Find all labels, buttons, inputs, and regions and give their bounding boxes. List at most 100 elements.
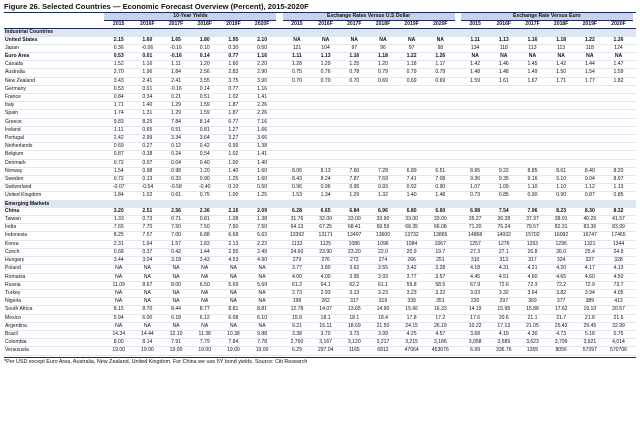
cell-value bbox=[425, 93, 455, 103]
cell-value bbox=[575, 150, 605, 160]
cell-value: 14.07 bbox=[311, 305, 340, 315]
cell-gap bbox=[454, 305, 461, 315]
cell-value: -0.16 bbox=[161, 44, 191, 54]
cell-value: 0.69 bbox=[104, 142, 134, 152]
cell-value bbox=[604, 93, 633, 103]
cell-gap bbox=[276, 85, 283, 95]
cell-value: 1.74 bbox=[104, 109, 134, 119]
cell-value: 1.33 bbox=[104, 215, 134, 225]
cell-value: 7.78 bbox=[247, 338, 277, 348]
cell-gap bbox=[632, 305, 636, 315]
cell-value: 8.81 bbox=[247, 305, 277, 315]
cell-value: 0.87 bbox=[575, 191, 605, 201]
cell-value: 96 bbox=[368, 44, 398, 54]
cell-gap bbox=[632, 330, 636, 340]
cell-value: 0.36 bbox=[104, 44, 134, 54]
cell-value: 0.99 bbox=[219, 142, 248, 152]
cell-gap bbox=[454, 134, 461, 144]
country-name: Spain bbox=[4, 109, 105, 119]
cell-gap bbox=[632, 167, 636, 177]
cell-value: 279 bbox=[282, 256, 312, 266]
cell-value: 2.99 bbox=[133, 134, 162, 144]
cell-value: 1.13 bbox=[489, 36, 519, 45]
cell-value: 0.01 bbox=[133, 52, 162, 62]
cell-value: 0.53 bbox=[104, 85, 134, 95]
country-row: Nigeria NA NA NA NA NA NA 198 262 317 319 339 351 220… bbox=[4, 297, 636, 307]
cell-value bbox=[460, 101, 490, 111]
table-body: Industrial Countries United States 2.15 1.6… bbox=[4, 28, 636, 356]
cell-value: 7.70 bbox=[133, 223, 162, 233]
country-name: South Africa bbox=[4, 305, 105, 315]
cell-value bbox=[489, 126, 519, 136]
cell-value: 19.00 bbox=[219, 346, 248, 356]
cell-value: 3.66 bbox=[247, 134, 277, 144]
cell-value: 17.6 bbox=[460, 314, 490, 323]
cell-value bbox=[282, 142, 312, 152]
cell-value: 118 bbox=[575, 44, 605, 54]
cell-value: 8.95 bbox=[460, 167, 490, 177]
country-name: United States bbox=[4, 36, 105, 45]
cell-value: 8.30 bbox=[575, 207, 605, 217]
cell-value: 0.79 bbox=[397, 68, 426, 78]
cell-value: 1.20 bbox=[190, 167, 220, 177]
cell-value: 1.25 bbox=[219, 175, 248, 185]
cell-value bbox=[604, 126, 633, 136]
cell-value bbox=[368, 134, 398, 144]
cell-value: 35.27 bbox=[460, 215, 490, 225]
cell-value: 1276 bbox=[489, 240, 519, 249]
country-name: Taiwan bbox=[4, 215, 105, 225]
cell-value: 7.69 bbox=[368, 175, 398, 185]
cell-value: 1.12 bbox=[575, 183, 605, 193]
cell-value: 33.00 bbox=[425, 215, 455, 225]
cell-value: 9.35 bbox=[489, 175, 519, 185]
cell-value: 0.75 bbox=[282, 68, 312, 78]
cell-value: 1.16 bbox=[133, 60, 162, 70]
cell-value: 19.00 bbox=[161, 346, 191, 356]
cell-value: 8056 bbox=[546, 346, 576, 356]
cell-value: 16092 bbox=[546, 231, 576, 241]
cell-value: 3.23 bbox=[368, 289, 398, 299]
cell-gap bbox=[454, 240, 461, 249]
cell-gap bbox=[276, 183, 283, 193]
cell-value: 327 bbox=[575, 256, 605, 266]
title-rule bbox=[4, 12, 636, 13]
cell-value: NA bbox=[311, 36, 340, 45]
cell-value: 0.93 bbox=[368, 183, 398, 193]
cell-value: 14.90 bbox=[368, 305, 398, 315]
cell-value: 1.07 bbox=[460, 183, 490, 193]
cell-value: 17.62 bbox=[546, 305, 576, 315]
cell-value: 1.80 bbox=[190, 36, 220, 45]
cell-gap bbox=[276, 77, 283, 86]
cell-gap bbox=[276, 167, 283, 177]
cell-value: 3,186 bbox=[425, 338, 455, 348]
year-header: 2015 bbox=[282, 20, 312, 30]
country-row: Korea 2.31 1.64 1.57 1.83 2.13 2.23 1132 1125 108… bbox=[4, 240, 636, 249]
cell-value: 2.70 bbox=[104, 68, 134, 78]
cell-value: 1.59 bbox=[604, 68, 633, 78]
cell-value: 1.77 bbox=[575, 77, 605, 86]
cell-value: 1.71 bbox=[104, 101, 134, 111]
country-name: Colombia bbox=[4, 338, 105, 348]
country-row: Russia 11.09 8.67 8.00 6.50 5.69 5.69 61.2 64.1 6… bbox=[4, 281, 636, 290]
cell-gap bbox=[276, 118, 283, 127]
cell-value: 0.65 bbox=[133, 126, 162, 136]
cell-value: 1321 bbox=[575, 240, 605, 249]
cell-value: 1067 bbox=[425, 240, 455, 249]
country-row: Euro Area 0.53 0.01 -0.16 0.14 0.77 1.16 1.11 1.… bbox=[4, 52, 636, 62]
cell-value bbox=[368, 159, 398, 168]
cell-value: 7.84 bbox=[161, 118, 191, 127]
cell-value: 0.14 bbox=[190, 52, 220, 62]
cell-value bbox=[282, 101, 312, 111]
cell-value: 3.64 bbox=[518, 289, 547, 299]
cell-gap bbox=[632, 281, 636, 290]
cell-value: NA bbox=[425, 36, 455, 45]
cell-gap bbox=[454, 215, 461, 225]
cell-value: 1.40 bbox=[219, 167, 248, 177]
cell-value: 3.95 bbox=[339, 273, 369, 282]
country-name: Nigeria bbox=[4, 297, 105, 307]
cell-value: 2.56 bbox=[190, 68, 220, 78]
cell-gap bbox=[276, 231, 283, 241]
year-header: 2018F bbox=[546, 20, 576, 30]
cell-value bbox=[425, 134, 455, 144]
cell-value: 7.50 bbox=[190, 223, 220, 233]
